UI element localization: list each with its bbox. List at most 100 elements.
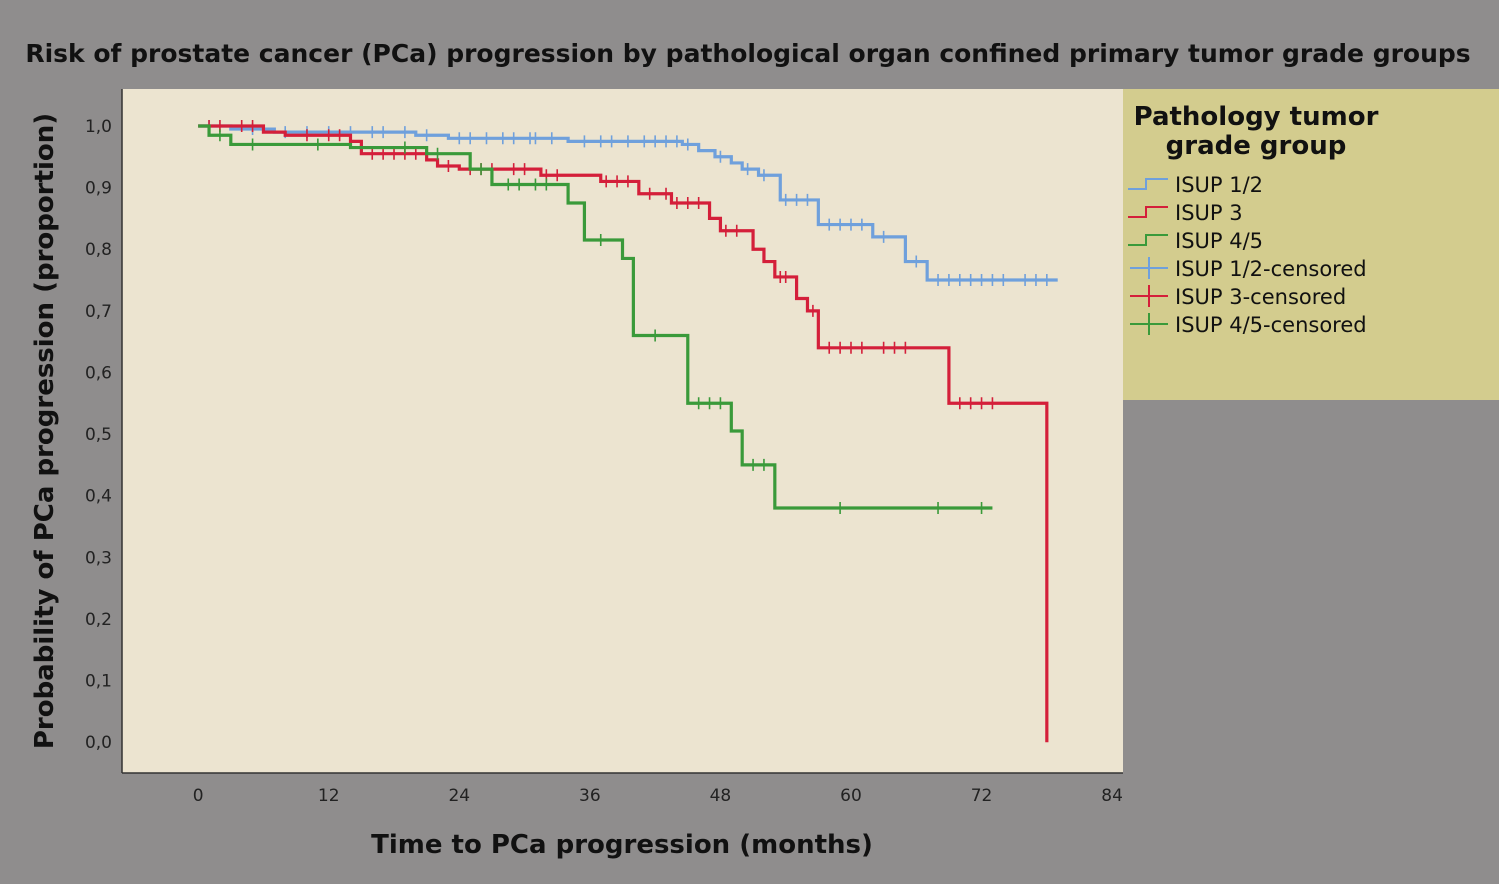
censor-mark-1-26: [682, 197, 693, 209]
censor-mark-0-40: [943, 274, 954, 287]
censor-mark-0-25: [671, 135, 682, 148]
y-tick-labels: 1,0 0,9 0,8 0,7 0,6 0,5 0,4 0,3 0,2 0,1 0,0: [85, 117, 112, 753]
x-axis-label: Time to PCa progression (months): [371, 830, 873, 860]
censor-mark-0-33: [824, 218, 835, 231]
legend-label-4: ISUP 3-censored: [1175, 285, 1346, 309]
legend-label-2: ISUP 4/5: [1175, 229, 1263, 253]
censor-mark-0-11: [465, 132, 476, 145]
censor-mark-1-33: [824, 341, 835, 354]
censor-mark-1-16: [508, 163, 519, 176]
legend-label-0: ISUP 1/2: [1175, 173, 1263, 197]
censor-mark-0-26: [682, 138, 693, 151]
censor-mark-1-39: [900, 341, 911, 354]
y-tick-label-4: 0,6: [85, 363, 112, 383]
censor-mark-2-14: [715, 397, 726, 410]
censor-mark-2-18: [933, 502, 944, 515]
series-line-1: [198, 124, 1049, 743]
censor-mark-1-36: [856, 341, 867, 354]
censor-mark-1-31: [780, 270, 791, 283]
censor-mark-2-17: [835, 502, 846, 515]
censor-mark-1-24: [661, 187, 672, 200]
censor-mark-1-12: [443, 160, 454, 173]
y-tick-label-8: 0,2: [85, 610, 112, 630]
censor-mark-1-35: [845, 341, 856, 354]
censor-mark-0-10: [454, 132, 465, 145]
censor-mark-1-34: [835, 341, 846, 354]
censor-mark-0-8: [399, 126, 410, 139]
y-tick-label-2: 0,8: [85, 240, 112, 260]
y-tick-label-9: 0,1: [85, 672, 112, 692]
legend-swatch-3: [1130, 257, 1168, 279]
y-tick-label-10: 0,0: [85, 733, 112, 753]
censor-mark-1-29: [731, 224, 742, 237]
censor-mark-0-22: [639, 135, 650, 148]
chart-title: Risk of prostate cancer (PCa) progressio…: [25, 39, 1470, 68]
legend-swatch-4: [1130, 285, 1168, 307]
censor-mark-0-47: [1030, 274, 1041, 287]
legend-swatch-2: [1128, 234, 1168, 246]
censor-mark-0-18: [579, 135, 590, 148]
legend-swatch-0: [1128, 178, 1168, 190]
censor-mark-2-0: [214, 129, 225, 142]
censor-mark-0-36: [856, 218, 867, 231]
censor-mark-1-22: [622, 175, 633, 188]
y-tick-label-1: 0,9: [85, 179, 112, 199]
censor-mark-2-12: [693, 397, 704, 410]
censor-mark-1-4: [301, 129, 312, 142]
censor-mark-1-27: [693, 197, 704, 209]
legend-box: [1123, 89, 1499, 400]
legend-label-5: ISUP 4/5-censored: [1175, 313, 1367, 337]
censor-mark-0-39: [933, 274, 944, 287]
censor-mark-2-19: [976, 502, 987, 515]
series-layer: [198, 119, 1058, 743]
censor-mark-2-13: [704, 397, 715, 410]
x-tick-label-3: 36: [579, 786, 601, 806]
censor-mark-0-20: [606, 135, 617, 148]
censor-mark-0-43: [976, 274, 987, 287]
censor-mark-0-19: [595, 135, 606, 148]
censor-mark-0-30: [780, 193, 791, 206]
censor-mark-1-43: [987, 397, 998, 410]
y-tick-label-6: 0,4: [85, 487, 112, 507]
censor-mark-0-29: [758, 169, 769, 182]
censor-mark-2-9: [541, 178, 552, 191]
censor-mark-2-4: [432, 147, 443, 160]
series-line-2: [198, 124, 993, 510]
censor-mark-0-28: [742, 163, 753, 176]
censor-mark-0-41: [954, 274, 965, 287]
series-2: [198, 124, 993, 515]
censor-mark-1-41: [965, 397, 976, 410]
censor-mark-0-31: [791, 193, 802, 206]
censor-mark-1-42: [976, 397, 987, 410]
censor-mark-1-32: [807, 304, 818, 317]
censor-mark-0-48: [1041, 274, 1052, 287]
censor-mark-1-37: [878, 341, 889, 354]
censor-mark-0-44: [987, 274, 998, 287]
censor-mark-1-8: [378, 147, 389, 160]
censor-mark-1-20: [601, 175, 612, 188]
censor-mark-2-6: [503, 178, 514, 191]
censor-mark-1-25: [671, 197, 682, 209]
censor-mark-1-40: [954, 397, 965, 410]
x-tick-label-1: 12: [318, 786, 340, 806]
x-tick-label-5: 60: [840, 786, 862, 806]
legend-entry-2: ISUP 4/5: [1128, 229, 1263, 253]
censor-mark-0-34: [835, 218, 846, 231]
censor-mark-1-38: [889, 341, 900, 354]
censor-mark-1-2: [236, 119, 247, 132]
censor-mark-1-21: [612, 175, 623, 188]
legend-title-line-1: Pathology tumor: [1134, 102, 1379, 132]
legend-swatch-1: [1128, 206, 1168, 218]
censor-mark-2-16: [758, 458, 769, 471]
censor-mark-0-12: [481, 132, 492, 145]
legend-entry-3: ISUP 1/2-censored: [1130, 257, 1367, 281]
legend-swatch-5: [1130, 313, 1168, 335]
legend-entry-1: ISUP 3: [1128, 201, 1243, 225]
censor-mark-2-5: [476, 163, 487, 176]
legend-entry-0: ISUP 1/2: [1128, 173, 1263, 197]
x-tick-label-6: 72: [971, 786, 993, 806]
censor-mark-0-17: [546, 132, 557, 145]
x-tick-label-7: 84: [1101, 786, 1123, 806]
censor-mark-2-1: [247, 138, 258, 151]
